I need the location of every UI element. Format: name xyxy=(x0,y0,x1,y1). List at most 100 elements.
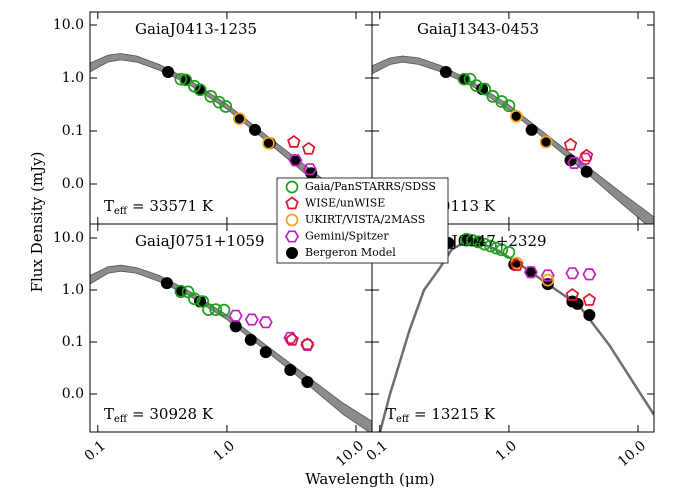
y-tick-label: 1.0 xyxy=(62,282,84,298)
legend-label: Gaia/PanSTARRS/SDSS xyxy=(305,180,436,193)
marker-open xyxy=(262,136,275,150)
panel-title: GaiaJ0147+2329 xyxy=(417,232,547,250)
teff-annotation: Teff = 13215 K xyxy=(386,405,496,425)
y-tick-label: 0.0 xyxy=(62,176,84,192)
marker-pentagon xyxy=(300,337,315,351)
teff-subscript: eff xyxy=(114,414,128,425)
marker-hexagon xyxy=(228,309,243,322)
y-tick-label: 1.0 xyxy=(62,70,84,86)
marker-filled xyxy=(583,309,596,322)
marker-open xyxy=(490,241,503,255)
legend-label: UKIRT/VISTA/2MASS xyxy=(305,213,425,226)
marker-hexagon xyxy=(567,156,582,169)
marker-open xyxy=(188,292,201,306)
model-band xyxy=(90,264,372,432)
marker-filled xyxy=(162,65,175,78)
marker-open xyxy=(502,99,516,113)
panel-title: GaiaJ0751+1059 xyxy=(135,232,265,250)
marker-filled xyxy=(248,123,261,136)
marker-hexagon xyxy=(578,152,593,165)
marker-open xyxy=(478,82,492,96)
marker-filled xyxy=(259,346,272,359)
panel-title: GaiaJ0413-1235 xyxy=(135,20,257,38)
marker-hexagon xyxy=(288,154,303,167)
legend-label: Gemini/Spitzer xyxy=(305,230,389,243)
y-tick-label: 10.0 xyxy=(53,230,84,246)
marker-open xyxy=(181,285,195,299)
y-tick-label: 0.1 xyxy=(62,334,84,350)
marker-open xyxy=(470,79,483,92)
panel-title: GaiaJ1343-0453 xyxy=(417,20,539,38)
marker-hexagon xyxy=(244,313,259,326)
legend: Gaia/PanSTARRS/SDSS WISE/unWISE UKIRT/VIST… xyxy=(276,177,449,264)
marker-open xyxy=(463,72,477,86)
marker-pentagon xyxy=(285,196,299,210)
marker-open xyxy=(219,100,233,113)
teff-symbol: T xyxy=(104,197,114,215)
marker-pentagon xyxy=(563,137,578,151)
marker-pentagon xyxy=(565,287,580,301)
teff-symbol: T xyxy=(104,405,114,423)
marker-filled xyxy=(229,320,242,333)
marker-pentagon xyxy=(579,148,594,162)
marker-open xyxy=(212,95,226,109)
teff-text: = 33571 K xyxy=(132,197,214,215)
marker-filled xyxy=(301,376,314,389)
marker-open xyxy=(472,235,485,249)
marker-hexagon xyxy=(565,267,580,280)
marker-hexagon xyxy=(302,163,317,176)
marker-open xyxy=(217,303,231,317)
marker-hexagon xyxy=(258,316,273,329)
marker-filled xyxy=(580,165,593,178)
model-band xyxy=(372,55,654,224)
legend-label: WISE/unWISE xyxy=(305,197,385,210)
teff-symbol: T xyxy=(386,405,396,423)
marker-filled xyxy=(286,247,298,259)
marker-hexagon xyxy=(285,230,299,243)
marker-open xyxy=(502,246,516,259)
marker-open xyxy=(204,90,218,103)
marker-open xyxy=(495,95,509,108)
marker-open xyxy=(509,109,523,123)
marker-filled xyxy=(284,363,297,376)
teff-text: = 30928 K xyxy=(132,405,214,423)
x-axis-label: Wavelength (μm) xyxy=(305,470,434,488)
marker-open xyxy=(193,83,207,97)
marker-hexagon xyxy=(582,268,597,281)
marker-filled xyxy=(439,65,452,78)
marker-open xyxy=(174,72,188,86)
marker-filled xyxy=(525,123,538,136)
marker-hexagon xyxy=(540,269,555,282)
marker-filled xyxy=(571,297,584,310)
marker-open xyxy=(465,234,479,247)
teff-subscript: eff xyxy=(396,414,410,425)
marker-open xyxy=(495,243,509,257)
marker-open xyxy=(457,72,471,86)
teff-annotation: Teff = 33571 K xyxy=(104,197,214,217)
teff-text: = 13215 K xyxy=(414,405,496,423)
marker-open xyxy=(202,303,215,316)
teff-subscript: eff xyxy=(114,206,128,217)
marker-open xyxy=(285,213,299,227)
y-tick-label: 0.0 xyxy=(62,386,84,402)
marker-open xyxy=(541,273,555,287)
marker-open xyxy=(233,112,246,126)
marker-hexagon xyxy=(523,266,538,279)
marker-open xyxy=(484,239,497,253)
marker-filled xyxy=(244,333,257,346)
teff-annotation: Teff = 30928 K xyxy=(104,405,214,425)
marker-pentagon xyxy=(582,293,597,306)
marker-pentagon xyxy=(285,332,299,346)
y-tick-label: 0.1 xyxy=(62,123,84,139)
marker-open xyxy=(179,73,193,87)
marker-filled xyxy=(160,277,173,290)
marker-hexagon xyxy=(283,331,298,344)
marker-pentagon xyxy=(287,134,301,148)
marker-open xyxy=(174,284,188,298)
marker-open xyxy=(285,180,299,194)
panel-frame xyxy=(371,223,655,433)
marker-open xyxy=(539,135,553,149)
marker-open xyxy=(478,237,492,251)
y-axis-label: Flux Density (mJy) xyxy=(28,152,46,293)
